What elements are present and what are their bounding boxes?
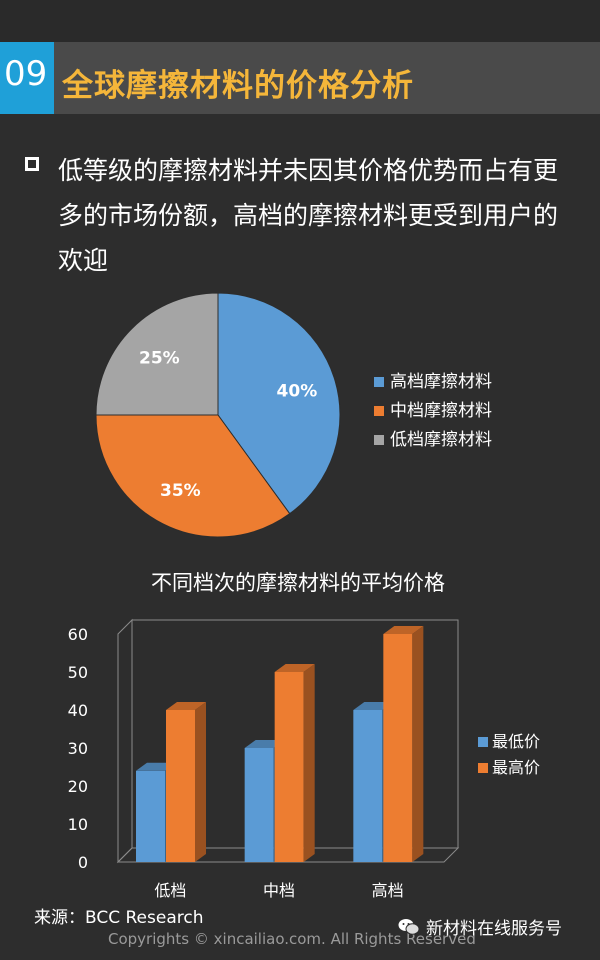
legend-label: 高档摩擦材料 [390,372,492,392]
bullet-square-icon [25,157,39,171]
y-tick-label: 50 [68,663,88,682]
wechat-account: 新材料在线服务号 [398,914,562,939]
bar [136,770,165,862]
y-tick-label: 10 [68,815,88,834]
y-tick-label: 60 [68,625,88,644]
source-note: 来源：BCC Research [34,908,204,928]
x-tick-label: 中档 [263,881,295,900]
bar [274,672,304,862]
pie-slice [217,292,341,515]
bar-side [303,664,315,862]
bar-top [166,702,206,710]
legend-swatch [374,435,384,445]
bar-top [274,664,315,672]
chart-side-wall [117,618,133,864]
y-tick-label: 30 [68,739,88,758]
legend-label: 中档摩擦材料 [390,401,492,421]
y-tick-label: 40 [68,701,88,720]
bar-chart: 不同档次的摩擦材料的平均价格 0 10 20 30 40 50 60 低档 中档 高档 最低价最高… [68,571,540,900]
legend-swatch [478,737,488,747]
page-title: 全球摩擦材料的价格分析 [62,68,414,104]
bar [244,748,274,862]
body-text: 低等级的摩擦材料并未因其价格优势而占有更多的市场份额，高档的摩擦材料更受到用户的… [58,156,559,275]
bar [166,710,195,862]
bar [383,634,413,862]
bar-top [383,626,424,634]
section-number-box [0,42,54,114]
y-tick-label: 20 [68,777,88,796]
legend-swatch [374,377,384,387]
bar-side [412,626,424,862]
pie-slice [95,292,219,416]
x-tick-label: 高档 [372,881,404,900]
copyright-text: Copyrights © xincailiao.com. All Rights … [108,930,476,948]
pie-data-label: 40% [277,381,318,401]
chart-floor [116,847,460,863]
pie-data-label: 25% [139,348,180,368]
legend-label: 最高价 [492,758,540,777]
wechat-icon [398,918,420,935]
legend-swatch [478,763,488,773]
pie-slice [95,414,291,538]
top-bar [0,0,600,42]
legend-label: 低档摩擦材料 [390,430,492,450]
bar-side [195,702,206,862]
section-number: 09 [4,54,48,94]
pie-data-label: 35% [160,481,201,501]
legend-label: 最低价 [492,732,540,751]
header-bar [0,42,600,114]
wechat-account-name: 新材料在线服务号 [426,919,562,939]
y-tick-label: 0 [78,853,88,872]
x-tick-label: 低档 [154,881,186,900]
legend-swatch [374,406,384,416]
bar [353,710,383,862]
bar-chart-title: 不同档次的摩擦材料的平均价格 [151,571,445,595]
